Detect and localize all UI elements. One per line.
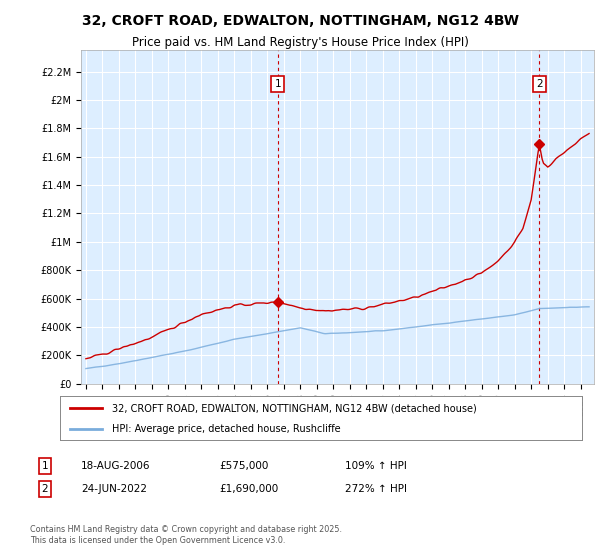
Text: 109% ↑ HPI: 109% ↑ HPI [345,461,407,471]
Text: 2: 2 [536,79,542,88]
Text: 1: 1 [274,79,281,88]
Text: Price paid vs. HM Land Registry's House Price Index (HPI): Price paid vs. HM Land Registry's House … [131,36,469,49]
Text: 272% ↑ HPI: 272% ↑ HPI [345,484,407,494]
Text: £575,000: £575,000 [219,461,268,471]
Text: Contains HM Land Registry data © Crown copyright and database right 2025.
This d: Contains HM Land Registry data © Crown c… [30,525,342,545]
Text: HPI: Average price, detached house, Rushcliffe: HPI: Average price, detached house, Rush… [112,424,341,433]
Text: 18-AUG-2006: 18-AUG-2006 [81,461,151,471]
Text: 2: 2 [41,484,49,494]
Text: 1: 1 [41,461,49,471]
Text: 24-JUN-2022: 24-JUN-2022 [81,484,147,494]
Text: 32, CROFT ROAD, EDWALTON, NOTTINGHAM, NG12 4BW: 32, CROFT ROAD, EDWALTON, NOTTINGHAM, NG… [82,14,518,28]
Text: £1,690,000: £1,690,000 [219,484,278,494]
Text: 32, CROFT ROAD, EDWALTON, NOTTINGHAM, NG12 4BW (detached house): 32, CROFT ROAD, EDWALTON, NOTTINGHAM, NG… [112,403,477,413]
